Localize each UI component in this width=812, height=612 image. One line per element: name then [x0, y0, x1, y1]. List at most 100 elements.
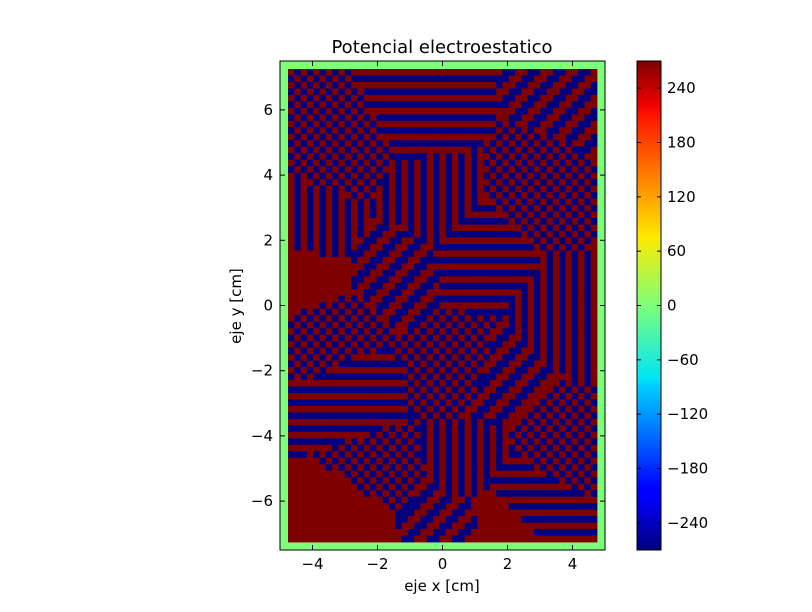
heatmap-cell — [470, 166, 478, 174]
heatmap-cell — [458, 490, 465, 498]
heatmap-cell — [439, 386, 447, 394]
heatmap-cell — [401, 243, 409, 251]
heatmap-cell — [565, 490, 573, 498]
heatmap-cell — [414, 172, 421, 180]
heatmap-cell — [288, 470, 295, 478]
heatmap-cell — [325, 237, 333, 245]
heatmap-cell — [451, 146, 459, 154]
heatmap-cell — [338, 315, 346, 323]
heatmap-cell — [565, 457, 573, 465]
heatmap-cell — [395, 263, 402, 271]
heatmap-cell — [338, 425, 346, 433]
heatmap-cell — [527, 172, 535, 180]
heatmap-cell — [458, 166, 465, 174]
heatmap-cell — [369, 185, 377, 193]
heatmap-cell — [515, 75, 522, 83]
heatmap-cell — [414, 522, 421, 530]
heatmap-cell — [433, 192, 440, 199]
heatmap-cell — [288, 218, 295, 225]
heatmap-cell — [344, 418, 352, 426]
heatmap-cell — [344, 438, 352, 446]
heatmap-cell — [590, 250, 598, 258]
heatmap-cell — [382, 457, 390, 465]
heatmap-cell — [496, 243, 503, 251]
heatmap-cell — [464, 464, 472, 472]
heatmap-cell — [325, 107, 333, 115]
heatmap-cell — [357, 101, 365, 109]
heatmap-cell — [496, 211, 503, 219]
heatmap-cell — [565, 205, 573, 212]
heatmap-cell — [357, 276, 365, 284]
heatmap-cell — [300, 321, 308, 329]
heatmap-cell — [300, 425, 308, 433]
heatmap-cell — [382, 464, 390, 472]
heatmap-cell — [508, 224, 516, 232]
heatmap-cell — [540, 438, 547, 446]
heatmap-cell — [319, 243, 327, 251]
heatmap-cell — [515, 218, 522, 225]
heatmap-cell — [433, 360, 440, 368]
heatmap-cell — [306, 438, 314, 446]
heatmap-cell — [502, 321, 510, 329]
heatmap-cell — [533, 81, 541, 89]
heatmap-cell — [451, 243, 459, 251]
heatmap-cell — [357, 535, 365, 543]
heatmap-cell — [306, 425, 314, 433]
heatmap-cell — [515, 166, 522, 174]
heatmap-cell — [451, 185, 459, 193]
heatmap-cell — [533, 230, 541, 238]
heatmap-cell — [515, 120, 522, 128]
heatmap-cell — [395, 114, 402, 122]
heatmap-cell — [451, 166, 459, 174]
heatmap-cell — [527, 107, 535, 115]
heatmap-cell — [477, 205, 484, 212]
heatmap-cell — [338, 69, 346, 76]
heatmap-cell — [464, 354, 472, 361]
heatmap-cell — [426, 341, 434, 349]
heatmap-cell — [464, 360, 472, 368]
heatmap-cell — [590, 185, 598, 193]
heatmap-cell — [477, 276, 484, 284]
heatmap-cell — [325, 308, 333, 316]
heatmap-cell — [351, 75, 358, 83]
heatmap-cell — [332, 483, 339, 491]
heatmap-cell — [344, 483, 352, 491]
heatmap-cell — [388, 360, 396, 368]
heatmap-cell — [426, 412, 434, 420]
heatmap-cell — [388, 120, 396, 128]
heatmap-cell — [470, 522, 478, 530]
heatmap-cell — [357, 464, 365, 472]
heatmap-cell — [319, 386, 327, 394]
heatmap-cell — [388, 302, 396, 310]
heatmap-cell — [395, 503, 402, 510]
heatmap-cell — [300, 451, 308, 459]
heatmap-cell — [584, 185, 592, 193]
heatmap-cell — [414, 127, 421, 135]
heatmap-cell — [489, 509, 497, 517]
heatmap-cell — [376, 256, 383, 264]
heatmap-cell — [458, 380, 465, 387]
heatmap-cell — [578, 166, 585, 174]
heatmap-cell — [496, 464, 503, 472]
heatmap-cell — [451, 516, 459, 523]
heatmap-cell — [332, 256, 339, 264]
heatmap-cell — [300, 211, 308, 219]
heatmap-cell — [433, 237, 440, 245]
heatmap-cell — [294, 230, 302, 238]
heatmap-cell — [357, 243, 365, 251]
heatmap-cell — [502, 347, 510, 355]
heatmap-cell — [363, 444, 371, 452]
heatmap-cell — [388, 172, 396, 180]
heatmap-cell — [357, 75, 365, 83]
heatmap-cell — [363, 295, 371, 303]
heatmap-cell — [388, 69, 396, 76]
heatmap-cell — [407, 153, 415, 161]
heatmap-cell — [382, 405, 390, 413]
heatmap-cell — [433, 107, 440, 115]
heatmap-cell — [401, 276, 409, 284]
heatmap-cell — [369, 354, 377, 361]
heatmap-cell — [546, 179, 554, 187]
heatmap-cell — [502, 328, 510, 336]
heatmap-cell — [515, 107, 522, 115]
